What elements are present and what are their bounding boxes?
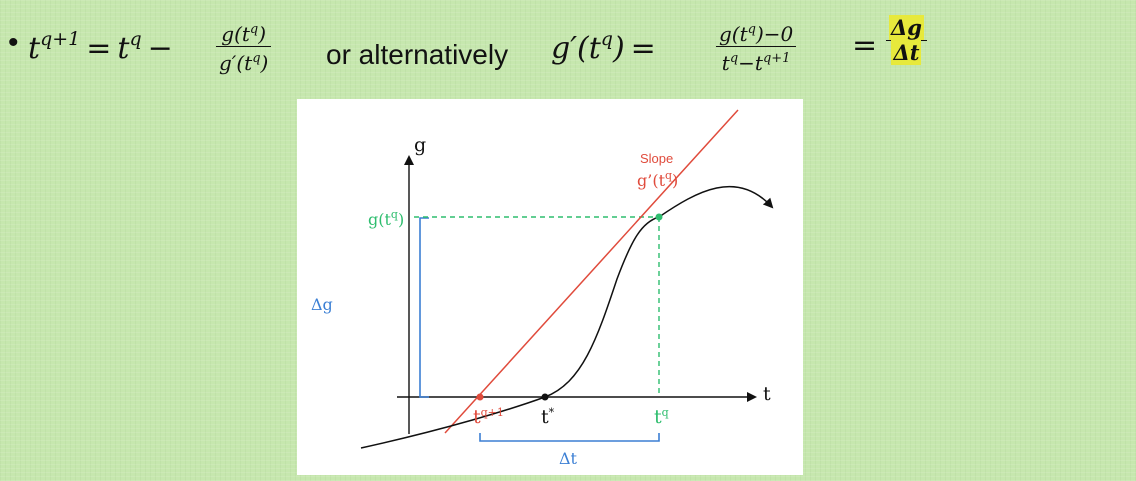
root-point — [541, 393, 549, 401]
derivative-lhs: g′(tq) = — [551, 28, 656, 66]
bullet: • — [8, 26, 19, 59]
secant-fraction: g(tq)−0 tq−tq+1 — [716, 18, 797, 75]
t-star-label: t* — [541, 406, 555, 428]
connector-text: or alternatively — [326, 39, 509, 70]
newton-fraction: g(tq) g′(tq) — [216, 18, 272, 75]
delta-g-highlight: Δg — [889, 15, 924, 40]
g-tq-point — [655, 213, 663, 221]
equals-sign: = — [852, 28, 878, 63]
slope-value: g’(tq) — [637, 169, 679, 190]
delta-g-bracket — [419, 217, 429, 398]
delta-fraction: Δg Δt — [886, 15, 927, 65]
newton-method-figure: g t Slope g’(tq) g(tq) Δg Δt tq+1 t* tq — [297, 99, 803, 475]
g-tq-label: g(tq) — [368, 208, 405, 229]
diagram-svg — [360, 109, 774, 449]
delta-t-bracket — [479, 433, 660, 442]
newton-update-lhs: tq+1 = tq − — [28, 28, 173, 66]
slope-label: Slope — [640, 151, 674, 166]
function-curve — [360, 185, 774, 449]
tangent-line — [444, 109, 739, 434]
t-q-label: tq — [654, 406, 669, 428]
x-axis-label: t — [763, 383, 771, 405]
y-axis-label: g — [414, 134, 427, 156]
t-next-label: tq+1 — [473, 406, 504, 428]
delta-t-label: Δt — [559, 449, 577, 468]
t-next-point — [476, 393, 484, 401]
delta-g-label: Δg — [311, 295, 333, 314]
delta-t-highlight: Δt — [891, 40, 922, 65]
formula-line: • tq+1 = tq − g(tq) g′(tq) or alternatively… — [6, 10, 1126, 90]
